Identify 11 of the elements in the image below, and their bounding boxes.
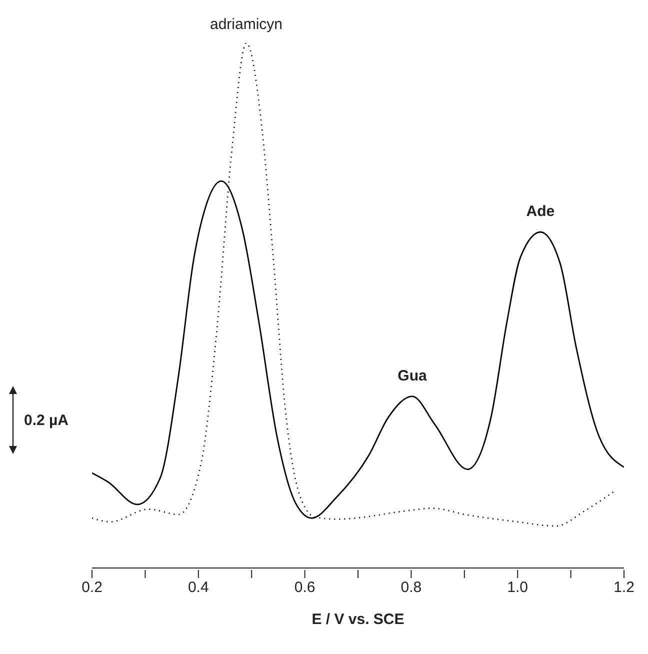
- annotation: Ade: [526, 203, 555, 220]
- x-tick-label: 0.6: [294, 579, 316, 596]
- text: 0.2 µA: [24, 412, 68, 428]
- x-tick-label: 1.2: [614, 579, 634, 596]
- x-tick-label: 1.0: [507, 579, 528, 596]
- annotation: Gua: [398, 367, 428, 384]
- x-tick-label: 0.2: [82, 579, 102, 596]
- x-tick-label: 0.4: [188, 579, 209, 596]
- x-axis-title: E / V vs. SCE: [312, 611, 404, 628]
- annotation: adriamicyn: [210, 16, 283, 33]
- x-tick-label: 0.8: [400, 579, 422, 596]
